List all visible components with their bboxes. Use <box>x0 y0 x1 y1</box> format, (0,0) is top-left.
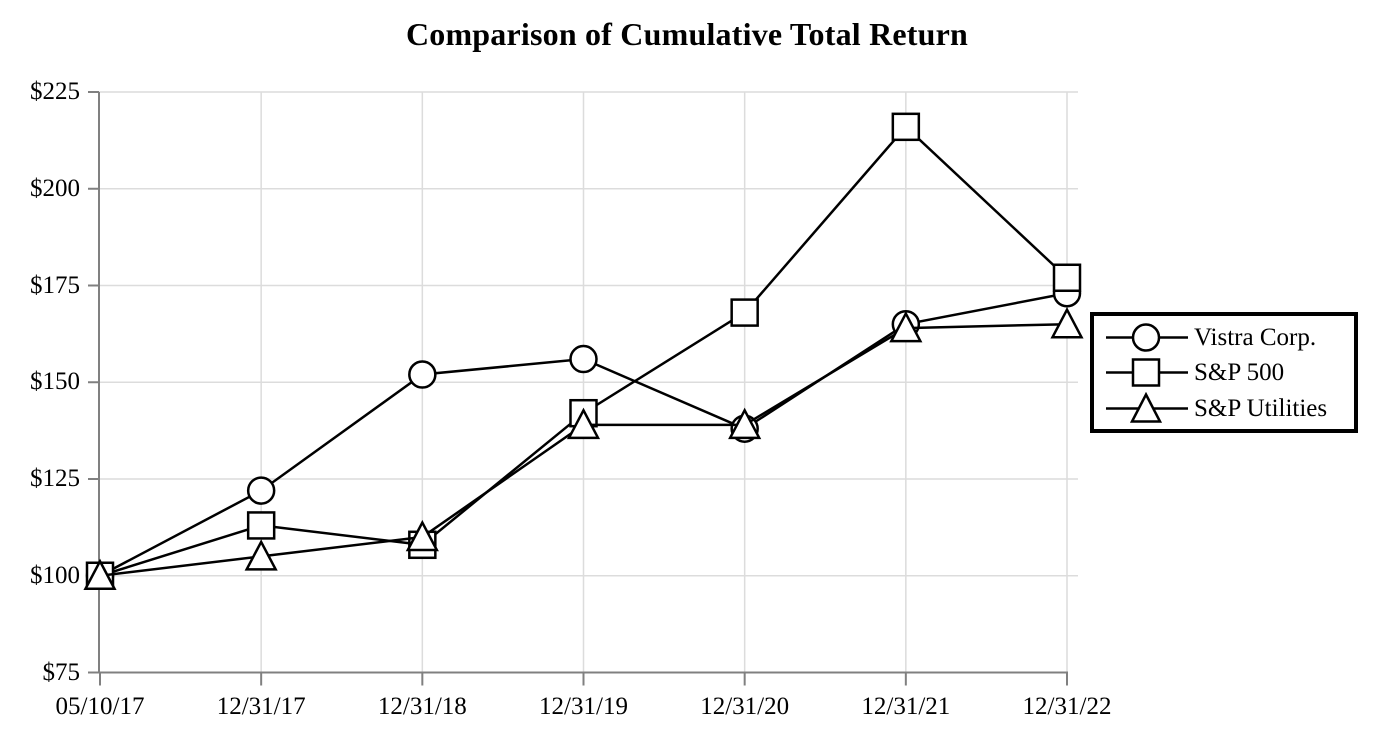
legend-item-vistra: Vistra Corp. <box>1094 321 1354 354</box>
chart-title: Comparison of Cumulative Total Return <box>405 16 969 52</box>
data-marker-triangle <box>83 558 117 590</box>
legend-label: S&P 500 <box>1194 359 1285 386</box>
x-axis-tick-label: 12/31/19 <box>539 693 628 720</box>
y-axis-tick-label: $100 <box>30 561 80 589</box>
y-axis-tick-label: $225 <box>30 78 80 105</box>
x-axis-tick-label: 12/31/22 <box>1022 693 1112 720</box>
y-axis-tick-label: $75 <box>42 658 81 686</box>
legend-item-sp500: S&P 500 <box>1094 356 1354 389</box>
square-marker-icon <box>1106 358 1188 387</box>
x-axis-tick-label: 05/10/17 <box>55 693 145 720</box>
y-axis-tick-label: $125 <box>30 465 80 492</box>
chart-legend: Vistra Corp. S&P 500 S&P Utilities <box>1090 312 1358 433</box>
data-marker-triangle <box>889 310 923 343</box>
data-marker-circle <box>408 360 437 389</box>
data-marker-circle <box>246 476 276 505</box>
data-marker-square <box>1052 263 1082 293</box>
x-axis-tick-label: 12/31/17 <box>216 693 306 720</box>
data-marker-triangle <box>1050 307 1084 339</box>
y-axis-tick-label: $200 <box>30 174 80 202</box>
data-marker-triangle <box>244 539 278 571</box>
data-marker-triangle <box>405 519 439 552</box>
triangle-marker-icon <box>1106 391 1188 423</box>
legend-label: Vistra Corp. <box>1194 323 1317 351</box>
data-marker-square <box>891 112 921 142</box>
circle-marker-icon <box>1106 322 1188 352</box>
legend-label: S&P Utilities <box>1194 394 1328 422</box>
y-axis-tick-label: $150 <box>30 368 80 396</box>
data-marker-square <box>246 511 276 540</box>
data-marker-square <box>730 298 759 327</box>
data-marker-triangle <box>566 407 601 440</box>
y-axis-tick-label: $175 <box>30 271 80 299</box>
x-axis-tick-label: 12/31/21 <box>861 693 951 720</box>
data-marker-circle <box>569 344 598 374</box>
x-axis-tick-label: 12/31/18 <box>377 693 467 720</box>
data-marker-triangle <box>728 407 762 440</box>
x-axis-tick-label: 12/31/20 <box>700 693 790 720</box>
legend-item-sputilities: S&P Utilities <box>1094 391 1354 425</box>
